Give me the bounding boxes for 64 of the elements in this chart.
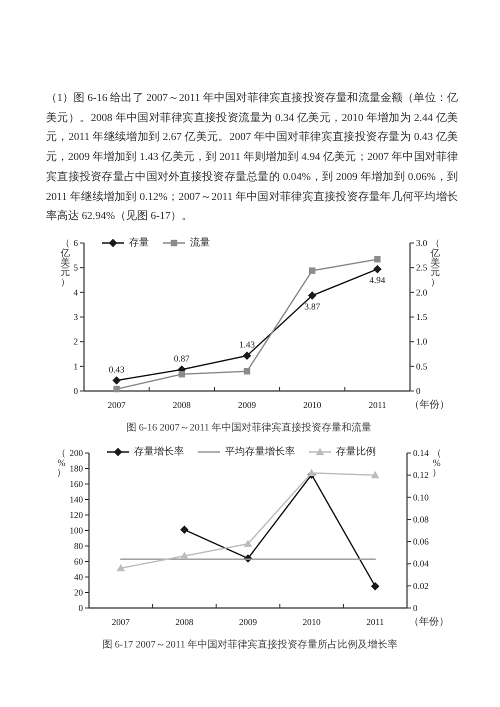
y2-tick-label: 0.04 <box>413 558 430 569</box>
y-tick-label: 80 <box>74 541 84 551</box>
y-tick-label: 4 <box>74 287 78 298</box>
y-tick-label: 40 <box>74 572 84 582</box>
y2-tick-label: 2.0 <box>416 287 428 298</box>
legend-label: 平均存量增长率 <box>225 446 295 458</box>
y-tick-label: 100 <box>70 526 84 536</box>
y-tick-label: 5 <box>74 262 78 273</box>
y2-axis-title: （亿美元） <box>429 239 440 288</box>
y2-tick-label: 0.08 <box>413 514 430 524</box>
y-tick-label: 1 <box>74 361 78 372</box>
y-axis-title: （%） <box>56 449 66 478</box>
point <box>307 468 316 476</box>
x-axis-title: （年份） <box>408 616 449 628</box>
x-tick-label: 2011 <box>366 617 384 627</box>
legend-label: 存量 <box>129 236 149 248</box>
y-tick-label: 140 <box>70 494 84 504</box>
y2-tick-label: 0.10 <box>413 492 430 502</box>
y-tick-label: 160 <box>70 479 84 489</box>
y2-tick-label: 3.0 <box>416 238 428 248</box>
point <box>116 564 125 572</box>
y2-tick-label: 0 <box>413 603 418 613</box>
point <box>371 582 380 590</box>
point <box>244 540 252 547</box>
x-tick-label: 2009 <box>238 400 256 410</box>
y2-tick-label: 1.0 <box>416 336 428 347</box>
y2-tick-label: 2.5 <box>416 262 428 273</box>
y2-tick-label: 0 <box>416 386 421 396</box>
legend-label: 存量比例 <box>336 446 376 458</box>
y2-tick-label: 1.5 <box>416 312 428 322</box>
y-tick-label: 0 <box>78 603 84 613</box>
x-tick-label: 2008 <box>175 617 194 627</box>
y2-tick-label: 0.12 <box>413 470 429 480</box>
y2-tick-label: 0.14 <box>413 448 430 458</box>
x-tick-label: 2007 <box>108 400 126 410</box>
y-tick-label: 180 <box>70 464 84 474</box>
text: （1）图 6-16 给出了 2007～2011 年中国对菲律宾直接投资存量和流量金额（单位：亿美元）。2008 年中国对菲律宾直接投资流量为 0.34 亿美元，2010 年增加为 2.44 亿美元，2011 年继续增加到 2.67 亿美元。2007 年中国对菲律宾直接投资存量为 0.43 亿美元，2009 年增加到 1.43 亿美元，到 2011 年则增加到 4.94 亿美元；2007 年中国对菲律宾直接投资存量占中国对外直接投资存量总量的 0.04%，到 2009 年增加到 0.06%，到 2011 年继续增加到 0.12%；2007～2011 年中国对菲律宾直接投资存量年几何平均增长率高达 62.94%（见图 6-17）。 <box>46 90 458 224</box>
y-tick-label: 120 <box>70 510 84 520</box>
point <box>371 470 380 478</box>
y2-tick-label: 0.06 <box>413 536 430 547</box>
text: 图 6-17 2007～2011 年中国对菲律宾直接投资存量所占比例及增长率 <box>102 638 398 650</box>
y-tick-label: 60 <box>74 556 84 566</box>
y-tick-label: 6 <box>74 238 78 248</box>
x-tick-label: 2008 <box>172 400 192 410</box>
x-tick-label: 2010 <box>303 400 322 410</box>
y-tick-label: 20 <box>74 588 84 598</box>
legend-label: 流量 <box>190 236 210 248</box>
y-tick-label: 0 <box>74 386 78 396</box>
y-tick-label: 3 <box>74 312 78 322</box>
y-tick-label: 2 <box>74 336 78 347</box>
text: 图 6-16 2007～2011 年中国对菲律宾直接投资存量和流量 <box>126 422 372 434</box>
y2-tick-label: 0.5 <box>416 361 428 372</box>
point <box>180 552 189 560</box>
x-tick-label: 2010 <box>302 617 322 627</box>
y-axis-title: （亿美元） <box>60 239 70 288</box>
legend-label: 存量增长率 <box>134 446 184 458</box>
x-axis-title: （年份） <box>410 398 450 410</box>
y2-tick-label: 0.02 <box>413 580 429 591</box>
y2-axis-title: （%） <box>432 449 442 478</box>
x-tick-label: 2009 <box>239 617 258 627</box>
x-tick-label: 2007 <box>112 617 130 627</box>
x-tick-label: 2011 <box>368 400 386 410</box>
point <box>180 526 189 534</box>
y-tick-label: 200 <box>70 448 84 458</box>
